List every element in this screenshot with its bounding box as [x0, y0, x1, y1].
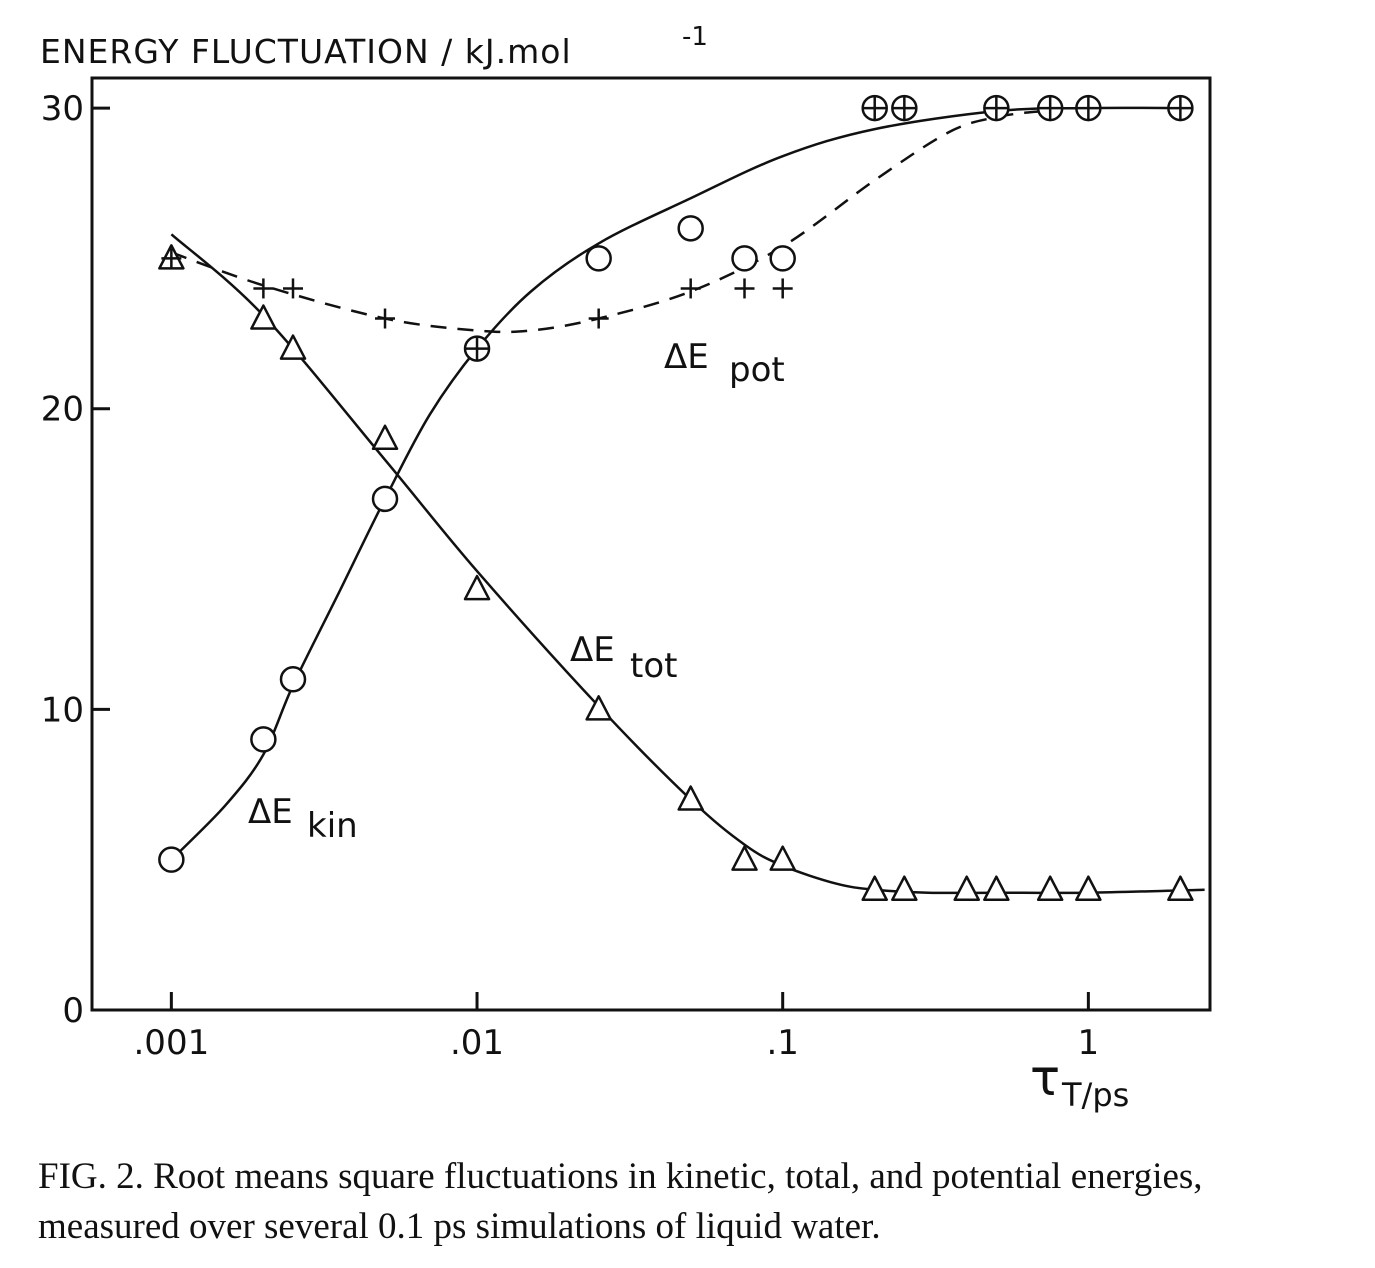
data-point-kin — [250, 726, 277, 753]
data-point-kin — [371, 485, 399, 513]
y-tick-label: 20 — [41, 390, 84, 430]
x-tick-label: .01 — [450, 1023, 504, 1063]
x-tick-label: 1 — [1078, 1023, 1100, 1063]
data-point-pot — [1077, 97, 1100, 120]
data-point-tot — [1036, 875, 1064, 901]
y-tick-label: 10 — [41, 690, 84, 730]
data-point-kin — [677, 215, 704, 242]
svg-text:pot: pot — [729, 350, 785, 390]
data-point-tot — [371, 424, 399, 451]
data-point-pot — [375, 308, 396, 329]
x-axis-title-subscript: T/ps — [1061, 1076, 1129, 1114]
data-point-tot — [953, 875, 980, 901]
data-point-pot — [772, 278, 793, 299]
y-axis-title: ENERGY FLUCTUATION / kJ.mol — [40, 32, 572, 71]
data-point-kin — [585, 245, 612, 272]
svg-text:kin: kin — [307, 806, 358, 846]
svg-text:ΔE: ΔE — [664, 337, 709, 377]
data-point-kin — [769, 245, 796, 272]
data-point-tot — [861, 875, 888, 901]
data-point-kin — [731, 245, 758, 272]
data-point-pot — [734, 278, 755, 299]
data-point-tot — [983, 875, 1010, 901]
data-point-pot — [985, 97, 1008, 120]
plot-frame — [90, 76, 1212, 1012]
svg-text:ΔE: ΔE — [248, 792, 293, 832]
data-point-pot — [588, 308, 609, 329]
data-point-pot — [253, 278, 274, 299]
data-point-tot — [731, 845, 758, 871]
series-markers — [158, 94, 1194, 901]
data-point-tot — [1167, 875, 1194, 901]
data-point-kin — [158, 846, 185, 873]
data-point-pot — [1039, 97, 1062, 120]
series-line-kin — [170, 106, 1181, 861]
x-axis-title: τ — [1030, 1049, 1060, 1107]
series-label-tot: ΔE tot — [570, 630, 677, 686]
data-point-tot — [585, 695, 612, 721]
data-point-pot — [893, 97, 916, 120]
data-point-tot — [250, 304, 277, 330]
data-point-pot — [680, 278, 701, 299]
x-tick-label: .001 — [134, 1023, 210, 1063]
data-point-tot — [1075, 875, 1102, 901]
series-line-pot — [170, 109, 1042, 334]
series-label-kin: ΔE kin — [248, 792, 358, 846]
data-point-tot — [279, 334, 307, 360]
data-point-pot — [466, 337, 489, 360]
data-point-tot — [769, 845, 796, 871]
y-tick-label: 0 — [62, 991, 84, 1031]
x-tick-label: .1 — [766, 1023, 798, 1063]
y-axis-title-exponent: -1 — [682, 22, 708, 52]
data-point-pot — [863, 97, 886, 120]
data-point-tot — [677, 785, 704, 811]
data-point-tot — [891, 875, 918, 901]
y-tick-label: 30 — [41, 89, 84, 129]
data-point-tot — [463, 574, 491, 601]
svg-text:tot: tot — [630, 646, 677, 686]
svg-text:ΔE: ΔE — [570, 630, 615, 670]
series-label-pot: ΔE pot — [664, 337, 785, 390]
figure-caption: FIG. 2. Root means square fluctuations i… — [38, 1156, 1203, 1247]
data-point-kin — [279, 666, 307, 693]
data-point-pot — [282, 278, 303, 299]
data-point-pot — [161, 248, 182, 269]
data-point-pot — [1169, 97, 1192, 120]
